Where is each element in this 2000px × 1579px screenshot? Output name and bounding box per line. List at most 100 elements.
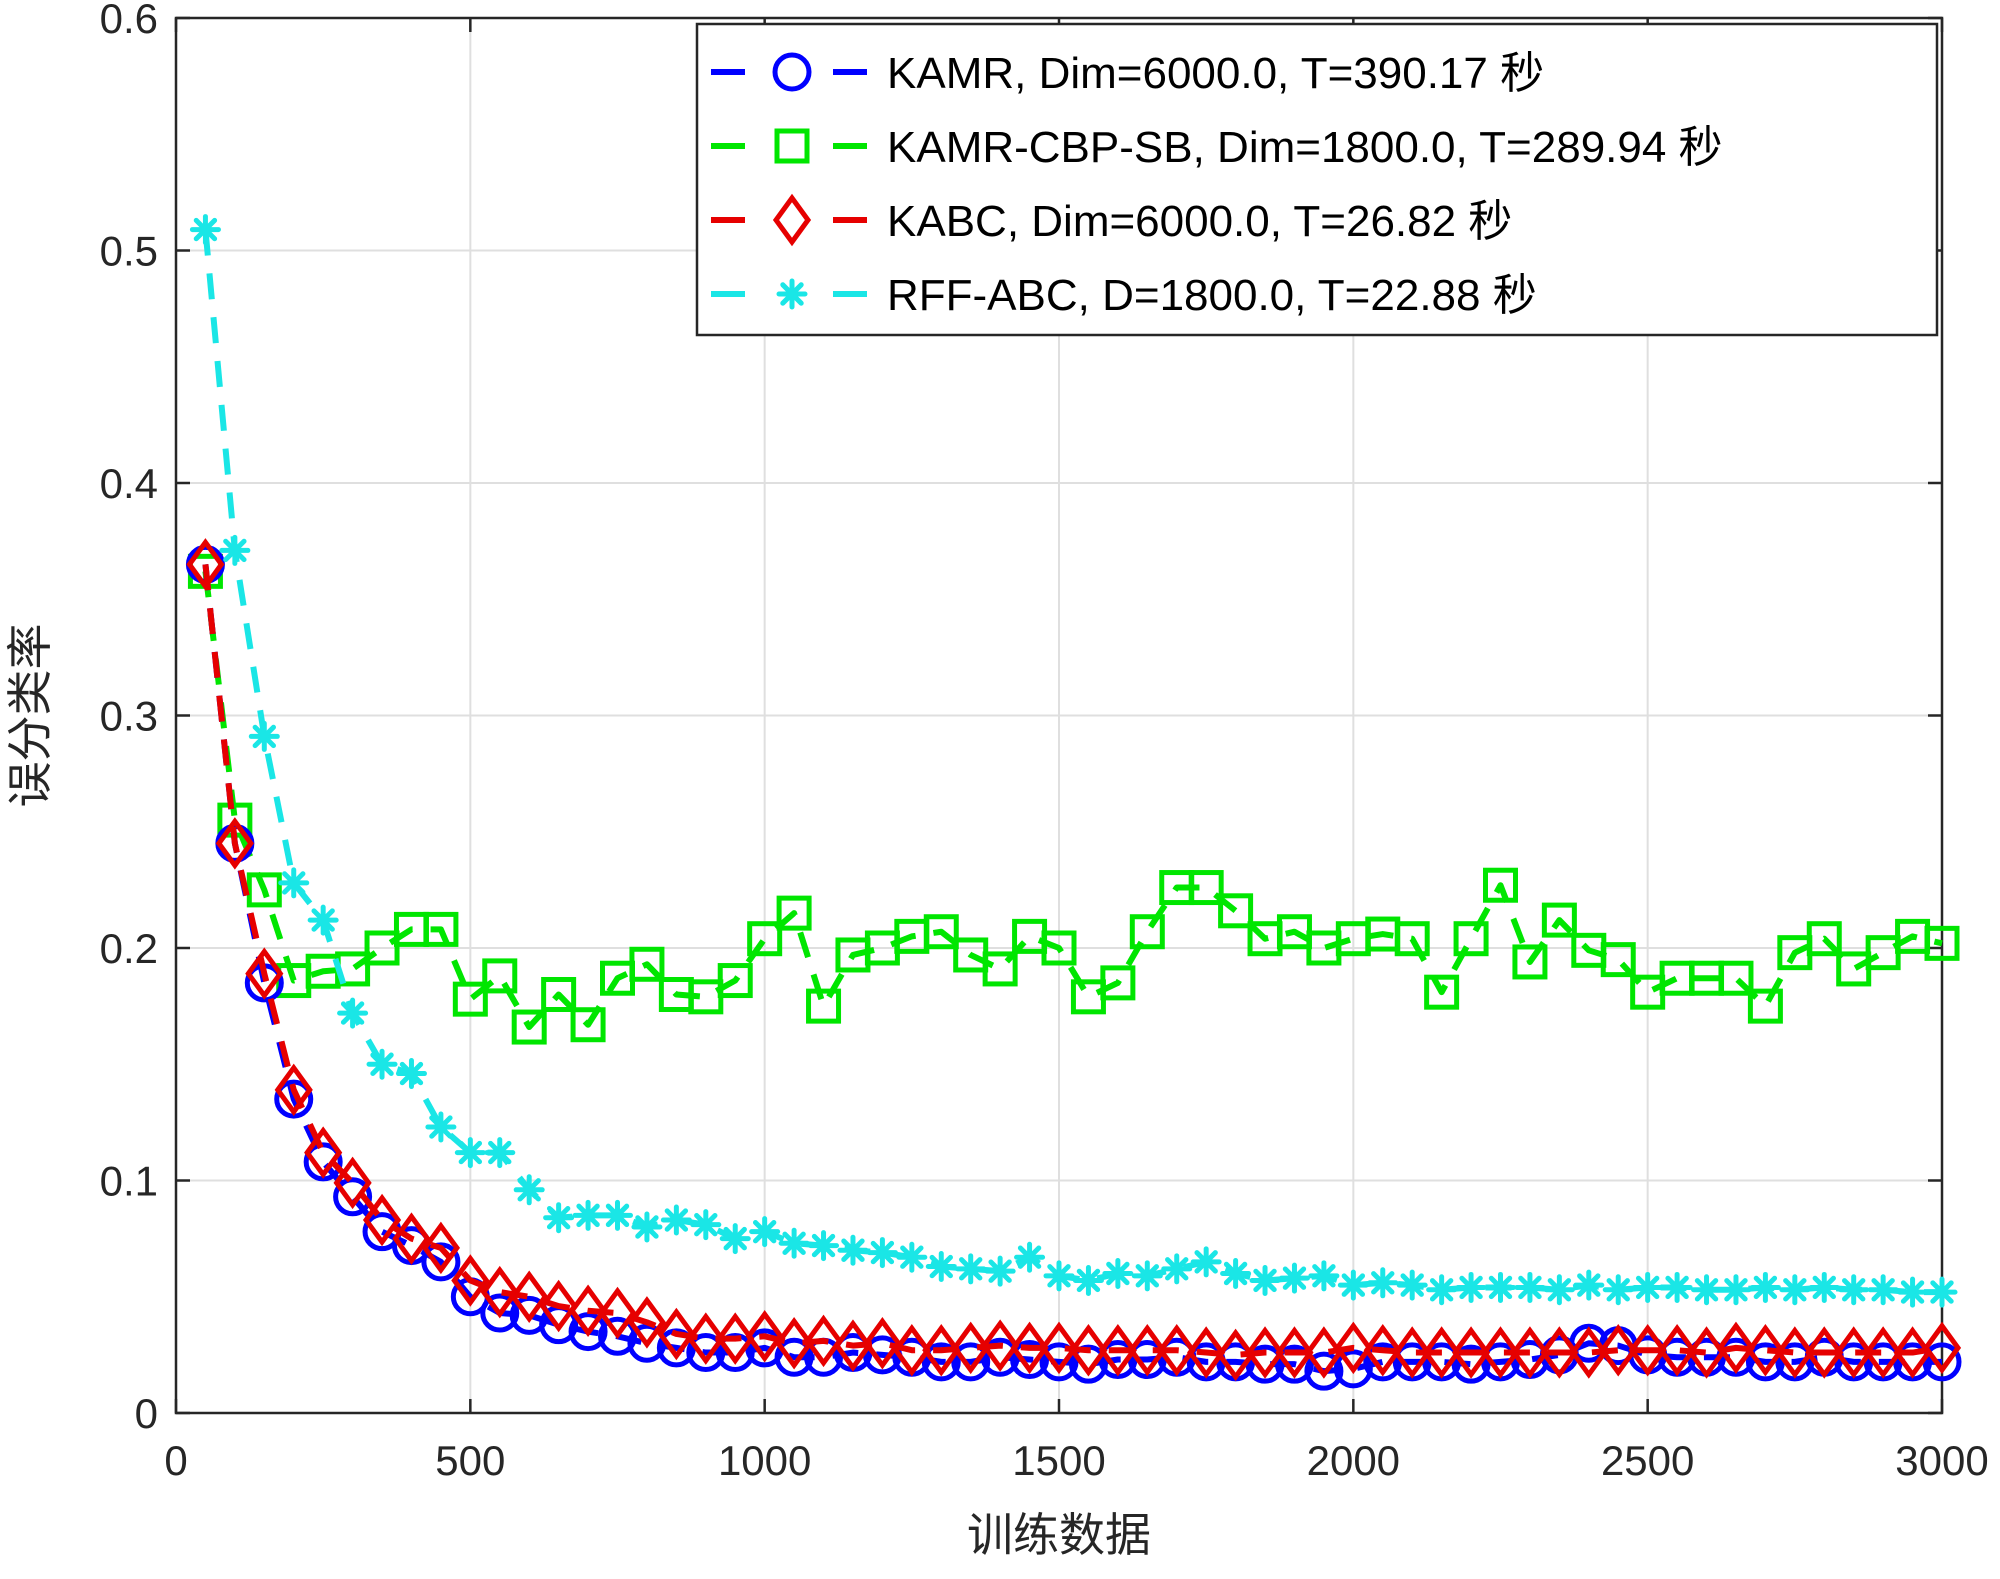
legend-item: KABC, Dim=6000.0, T=26.82 秒 [711,193,1512,247]
asterisk-stroke [1753,1275,1778,1300]
data-point [1069,1323,1108,1377]
asterisk-stroke [1135,1264,1159,1288]
data-point [982,951,1018,987]
data-point [837,1234,869,1266]
asterisk-stroke [252,724,276,749]
data-point [1893,1326,1932,1379]
legend-marker [776,278,808,310]
data-point [1451,1344,1491,1384]
data-point [1806,921,1842,957]
legend-box [695,22,1939,337]
data-point [1510,1326,1550,1379]
data-point [1453,921,1489,957]
data-point [1304,1326,1343,1379]
data-point [245,947,284,1000]
data-point [1658,1323,1697,1377]
data-point [1131,1260,1163,1292]
data-point [1602,1274,1634,1306]
asterisk-stroke [1930,1280,1954,1304]
asterisk-stroke [723,1226,747,1251]
data-point [1897,1276,1929,1308]
data-point [1072,1264,1104,1296]
data-point [1304,1351,1344,1391]
asterisk-stroke [694,1212,718,1237]
asterisk-stroke [1488,1275,1513,1300]
asterisk-stroke [1900,1280,1925,1304]
data-point [1599,1323,1638,1377]
data-point [1514,1271,1546,1303]
legend-marker [772,52,812,92]
asterisk-stroke [959,1257,983,1281]
legend-item: RFF-ABC, D=1800.0, T=22.88 秒 [711,271,1537,320]
data-point [686,1333,726,1373]
asterisk-stroke [752,1219,777,1244]
data-point [1161,1253,1193,1285]
asterisk-stroke [1606,1278,1630,1302]
data-point [1363,1323,1402,1377]
data-point [543,1202,575,1234]
data-point [1043,1260,1075,1292]
data-point [1278,1262,1310,1294]
data-point [480,1293,520,1333]
data-point [955,1253,987,1285]
data-point [1600,942,1636,978]
asterisk-stroke [193,217,218,242]
data-point [1455,1271,1487,1303]
asterisk-stroke [546,1206,571,1230]
legend-label: RFF-ABC, D=1800.0, T=22.88 秒 [887,271,1537,320]
data-point [1838,1274,1870,1306]
data-point [716,1312,755,1365]
legend-label: KAMR, Dim=6000.0, T=390.17 秒 [887,49,1544,98]
asterisk-stroke [1282,1266,1307,1290]
data-point [1922,1342,1962,1382]
asterisk-stroke [1341,1273,1366,1297]
data-point [1337,1269,1369,1301]
data-point [1541,902,1577,938]
data-point [1540,1326,1579,1379]
asterisk-stroke [988,1259,1012,1283]
x-tick-label: 1500 [1012,1437,1105,1484]
data-point [452,981,488,1017]
data-point [1661,1271,1693,1303]
data-point [215,817,254,870]
asterisk-stroke [1665,1275,1689,1300]
data-point [1245,1326,1285,1379]
data-point [1422,1342,1462,1382]
data-point [1924,925,1960,961]
series-1 [185,544,1962,1391]
data-point [1393,1326,1432,1379]
data-point [1127,1340,1167,1380]
data-point [1687,1326,1726,1379]
asterisk-stroke [517,1178,541,1202]
asterisk-stroke [1076,1268,1101,1293]
asterisk-stroke [1223,1261,1248,1286]
data-point [1451,1326,1491,1379]
data-point [1102,1258,1134,1289]
data-point [1926,1276,1958,1308]
data-point [922,1323,961,1377]
asterisk-stroke [1312,1264,1336,1288]
data-point [274,1079,314,1119]
data-point [307,904,339,936]
data-point [337,997,369,1029]
data-point [1483,867,1518,903]
asterisk-stroke [605,1203,630,1228]
data-point [1039,1342,1079,1382]
data-point [719,1223,751,1255]
data-point [749,1216,781,1248]
data-point [1716,1321,1756,1375]
data-point [366,1048,398,1080]
data-point [629,946,665,982]
data-point [1010,1340,1050,1380]
data-point [1779,1274,1811,1306]
series-2 [187,553,1960,1045]
data-point [1864,1326,1903,1379]
data-point [1922,1321,1962,1375]
x-axis-title: 训练数据 [967,1509,1151,1561]
data-point [745,1310,784,1363]
y-tick-label: 0 [135,1390,158,1437]
data-point [1216,1328,1255,1382]
asterisk-stroke [1047,1264,1071,1288]
data-point [1392,1342,1432,1382]
y-axis-title: 误分类率 [4,624,56,808]
